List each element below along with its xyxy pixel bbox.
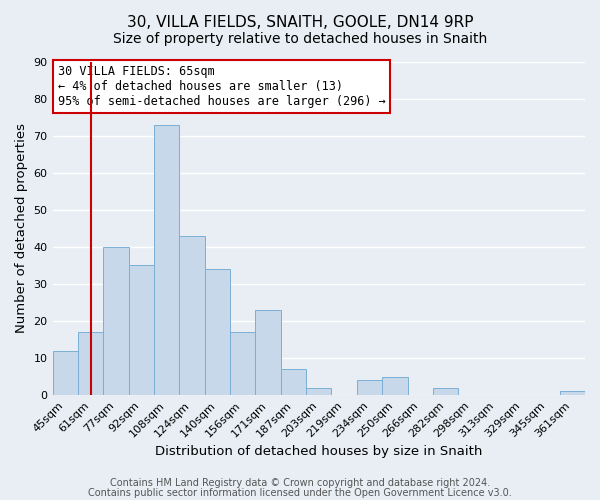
Bar bbox=[281, 369, 306, 395]
Bar bbox=[205, 269, 230, 395]
Y-axis label: Number of detached properties: Number of detached properties bbox=[15, 124, 28, 334]
Bar bbox=[154, 124, 179, 395]
Bar bbox=[306, 388, 331, 395]
Text: Size of property relative to detached houses in Snaith: Size of property relative to detached ho… bbox=[113, 32, 487, 46]
Bar bbox=[53, 350, 78, 395]
Text: Contains HM Land Registry data © Crown copyright and database right 2024.: Contains HM Land Registry data © Crown c… bbox=[110, 478, 490, 488]
Text: Contains public sector information licensed under the Open Government Licence v3: Contains public sector information licen… bbox=[88, 488, 512, 498]
Bar bbox=[256, 310, 281, 395]
Bar bbox=[128, 266, 154, 395]
Bar bbox=[103, 247, 128, 395]
Bar bbox=[433, 388, 458, 395]
Bar bbox=[78, 332, 103, 395]
Bar bbox=[357, 380, 382, 395]
Bar bbox=[560, 392, 585, 395]
X-axis label: Distribution of detached houses by size in Snaith: Distribution of detached houses by size … bbox=[155, 444, 482, 458]
Text: 30, VILLA FIELDS, SNAITH, GOOLE, DN14 9RP: 30, VILLA FIELDS, SNAITH, GOOLE, DN14 9R… bbox=[127, 15, 473, 30]
Bar bbox=[179, 236, 205, 395]
Bar bbox=[382, 376, 407, 395]
Text: 30 VILLA FIELDS: 65sqm
← 4% of detached houses are smaller (13)
95% of semi-deta: 30 VILLA FIELDS: 65sqm ← 4% of detached … bbox=[58, 65, 386, 108]
Bar bbox=[230, 332, 256, 395]
